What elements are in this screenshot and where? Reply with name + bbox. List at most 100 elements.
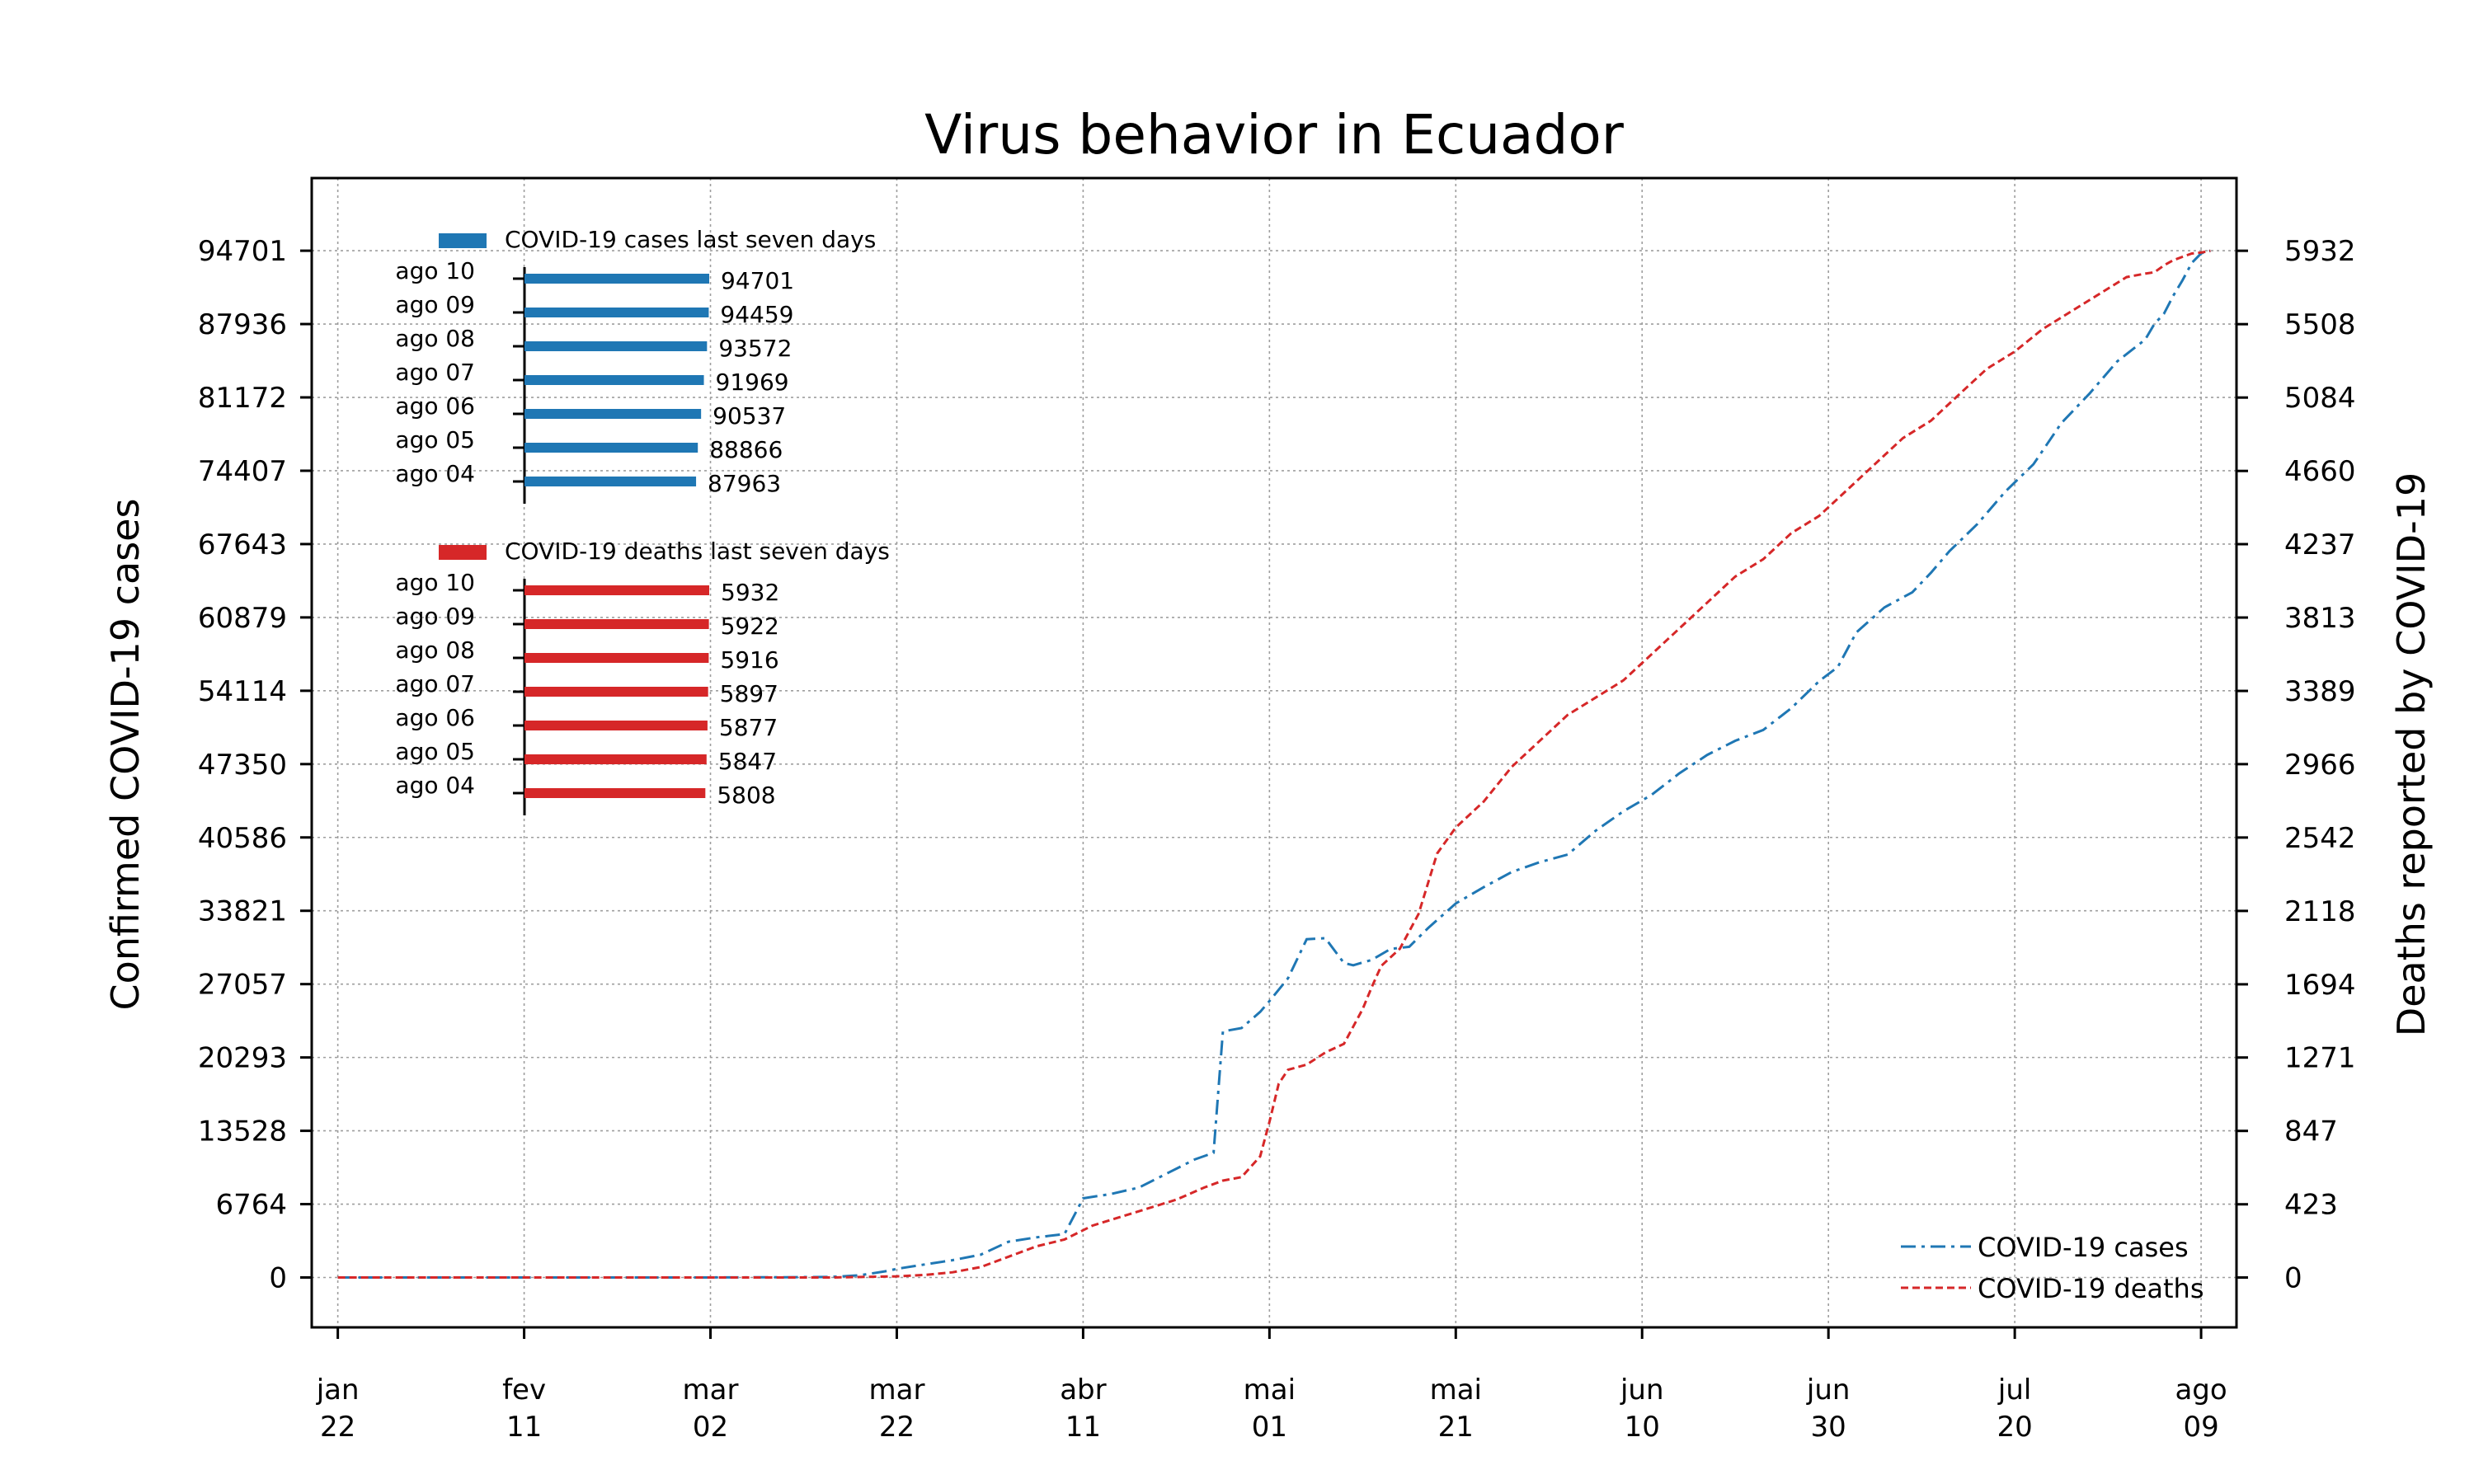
inset-title: COVID-19 cases last seven days — [505, 226, 876, 253]
inset-value-label: 5847 — [718, 748, 777, 775]
inset-value-label: 5877 — [719, 714, 778, 741]
x-tick-label-month: mai — [1244, 1374, 1296, 1407]
inset-category-label: ago 07 — [395, 670, 475, 697]
inset-bar — [524, 754, 707, 764]
x-tick-label-day: 09 — [2183, 1411, 2218, 1444]
inset-bar — [524, 788, 706, 798]
x-tick-label-day: 20 — [1997, 1411, 2032, 1444]
inset-bar — [524, 443, 698, 453]
x-tick-label-month: jul — [1997, 1374, 2031, 1407]
x-tick-label-month: mai — [1430, 1374, 1482, 1407]
x-tick-label-day: 01 — [1252, 1411, 1287, 1444]
inset-value-label: 93572 — [718, 335, 792, 362]
left-tick-label: 0 — [269, 1262, 287, 1295]
inset-category-label: ago 04 — [395, 772, 475, 799]
left-tick-label: 74407 — [198, 455, 287, 488]
inset-category-label: ago 05 — [395, 426, 475, 453]
inset-category-label: ago 06 — [395, 392, 475, 420]
x-tick-label-month: mar — [683, 1374, 739, 1407]
left-tick-label: 60879 — [198, 602, 287, 635]
left-tick-label: 20293 — [198, 1042, 287, 1075]
legend: COVID-19 cases COVID-19 deaths — [1901, 1232, 2204, 1304]
inset-bar — [524, 477, 697, 486]
inset-deaths: COVID-19 deaths last seven days ago 10 593… — [395, 538, 890, 815]
right-tick-label: 0 — [2284, 1262, 2302, 1295]
inset-bar — [524, 687, 708, 697]
x-tick-label-month: mar — [868, 1374, 924, 1407]
x-tick-label-day: 11 — [506, 1411, 542, 1444]
chart-title: Virus behavior in Ecuador — [924, 103, 1625, 167]
inset-value-label: 5897 — [720, 680, 778, 707]
inset-legend-swatch — [439, 233, 487, 248]
inset-title: COVID-19 deaths last seven days — [505, 538, 890, 565]
x-tick-label-month: jan — [316, 1374, 360, 1407]
inset-value-label: 5916 — [720, 646, 778, 674]
inset-bar — [524, 409, 702, 419]
left-tick-label: 40586 — [198, 822, 287, 855]
right-tick-label: 847 — [2284, 1115, 2338, 1148]
inset-value-label: 88866 — [709, 436, 783, 463]
inset-bar — [524, 585, 709, 595]
inset-category-label: ago 04 — [395, 460, 475, 487]
x-tick-label-day: 11 — [1065, 1411, 1101, 1444]
left-axis-label: Confirmed COVID-19 cases — [103, 499, 148, 1011]
left-axis: 0 6764 13528 20293 27057 33821 40586 47350 54114… — [198, 235, 312, 1295]
inset-category-label: ago 05 — [395, 738, 475, 765]
inset-category-label: ago 06 — [395, 704, 475, 731]
inset-bar — [524, 308, 709, 317]
left-tick-label: 81172 — [198, 382, 287, 415]
left-tick-label: 67643 — [198, 528, 287, 561]
inset-category-label: ago 08 — [395, 636, 475, 664]
legend-label-deaths: COVID-19 deaths — [1978, 1273, 2204, 1304]
inset-value-label: 91969 — [716, 369, 789, 396]
right-tick-label: 5932 — [2284, 235, 2356, 268]
x-tick-label-day: 22 — [320, 1411, 355, 1444]
left-tick-label: 54114 — [198, 675, 287, 708]
x-tick-label-month: abr — [1060, 1374, 1106, 1407]
x-tick-label-day: 02 — [693, 1411, 728, 1444]
right-tick-label: 1694 — [2284, 969, 2356, 1002]
inset-bar — [524, 653, 709, 663]
inset-legend-swatch — [439, 545, 487, 560]
inset-category-label: ago 08 — [395, 325, 475, 352]
right-tick-label: 2118 — [2284, 895, 2356, 928]
x-tick-label-month: jun — [1806, 1374, 1851, 1407]
x-tick-label-month: fev — [502, 1374, 546, 1407]
left-tick-label: 13528 — [198, 1115, 287, 1148]
inset-value-label: 87963 — [708, 470, 781, 497]
right-tick-label: 2966 — [2284, 749, 2356, 782]
right-tick-label: 3389 — [2284, 675, 2356, 708]
x-tick-label-day: 21 — [1438, 1411, 1474, 1444]
grid — [312, 178, 2236, 1327]
right-tick-label: 4237 — [2284, 528, 2356, 561]
right-tick-label: 5508 — [2284, 308, 2356, 341]
left-tick-label: 33821 — [198, 895, 287, 928]
inset-category-label: ago 09 — [395, 603, 475, 630]
inset-value-label: 5932 — [721, 579, 779, 606]
inset-bar — [524, 341, 708, 351]
inset-bar — [524, 274, 709, 284]
plot-frame — [310, 176, 2238, 1329]
inset-value-label: 94459 — [720, 301, 793, 328]
left-tick-label: 6764 — [215, 1189, 287, 1222]
inset-value-label: 5922 — [721, 613, 779, 640]
legend-label-cases: COVID-19 cases — [1978, 1232, 2189, 1263]
right-tick-label: 4660 — [2284, 455, 2356, 488]
x-axis: jan 22 fev 11 mar 02 mar 22 abr 11 mai 01 mai 21 jun 10… — [316, 1327, 2227, 1444]
x-tick-label-day: 30 — [1811, 1411, 1846, 1444]
right-axis: 0 423 847 1271 1694 2118 2542 2966 3389 3813 4237 4… — [2236, 235, 2356, 1295]
x-tick-label-month: ago — [2175, 1374, 2227, 1407]
right-tick-label: 3813 — [2284, 602, 2356, 635]
inset-category-label: ago 10 — [395, 257, 475, 284]
left-tick-label: 94701 — [198, 235, 287, 268]
x-tick-label-day: 10 — [1625, 1411, 1660, 1444]
inset-cases: COVID-19 cases last seven days ago 10 9470… — [395, 226, 876, 504]
x-tick-label-month: jun — [1620, 1374, 1664, 1407]
left-tick-label: 87936 — [198, 308, 287, 341]
inset-value-label: 90537 — [713, 402, 786, 430]
right-axis-label: Deaths reported by COVID-19 — [2389, 472, 2434, 1036]
inset-value-label: 94701 — [721, 267, 794, 294]
right-tick-label: 423 — [2284, 1189, 2338, 1222]
